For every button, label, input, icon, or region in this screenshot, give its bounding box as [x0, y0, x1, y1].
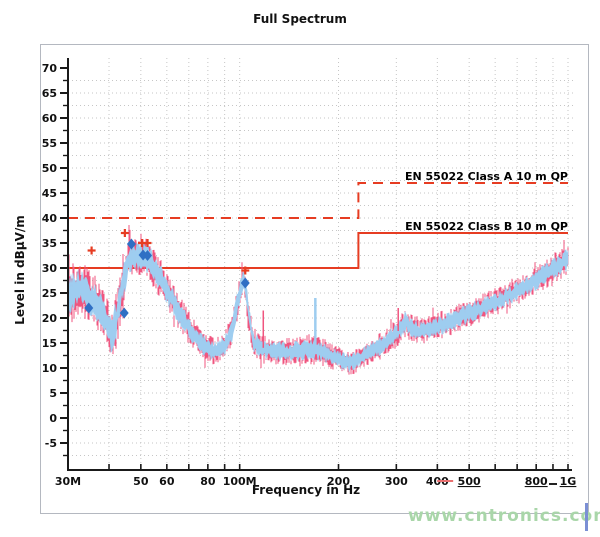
markers	[84, 229, 250, 319]
x-tick-label: 300	[385, 475, 408, 488]
y-tick-label: 65	[42, 87, 57, 100]
chart-title: Full Spectrum	[253, 12, 347, 26]
limit-label-class-a: EN 55022 Class A 10 m QP	[404, 170, 568, 183]
limit-label-class-b: EN 55022 Class B 10 m QP	[405, 220, 568, 233]
y-tick-label: 15	[42, 337, 57, 350]
x-tick-label: 100M	[223, 475, 257, 488]
diamond-marker	[143, 250, 153, 261]
x-tick-label: 80	[200, 475, 216, 488]
limit-line-solid	[68, 232, 568, 269]
x-tick-label: 30M	[55, 475, 81, 488]
y-axis-title: Level in dBµV/m	[13, 215, 27, 325]
y-tick-label: 40	[42, 212, 58, 225]
y-tick-label: 20	[42, 312, 58, 325]
diamond-marker	[240, 277, 250, 289]
diamond-marker	[84, 302, 94, 314]
x-tick-label: 800	[525, 475, 548, 488]
y-tick-label: 0	[49, 412, 57, 425]
x-tick-label: 1G	[560, 475, 577, 488]
x-tick-label: 200	[327, 475, 350, 488]
x-tick-label: 60	[159, 475, 175, 488]
y-tick-label: 50	[42, 162, 58, 175]
peak-trace	[67, 243, 569, 373]
y-tick-label: 70	[42, 62, 58, 75]
right-edge-artifact	[585, 503, 588, 531]
plot-panel	[40, 44, 589, 514]
y-tick-label: 55	[42, 137, 57, 150]
y-tick-label: 30	[42, 262, 58, 275]
x-tick-label: 500	[458, 475, 481, 488]
y-tick-label: 5	[49, 387, 57, 400]
y-tick-label: 35	[42, 237, 57, 250]
diamond-marker	[119, 307, 129, 319]
y-tick-label: 60	[42, 112, 58, 125]
x-axis-title: Frequency in Hz	[251, 483, 361, 497]
limit-line-dashed	[68, 182, 568, 219]
y-tick-label: -5	[45, 437, 57, 450]
watermark: www.cntronics.com	[408, 506, 600, 526]
x-tick-label: 50	[133, 475, 149, 488]
y-tick-label: 45	[42, 187, 57, 200]
spectrum-traces	[67, 225, 569, 375]
diamond-marker	[126, 238, 136, 250]
y-tick-label: 25	[42, 287, 57, 300]
limit-lines	[68, 182, 568, 269]
y-tick-label: 10	[42, 362, 58, 375]
